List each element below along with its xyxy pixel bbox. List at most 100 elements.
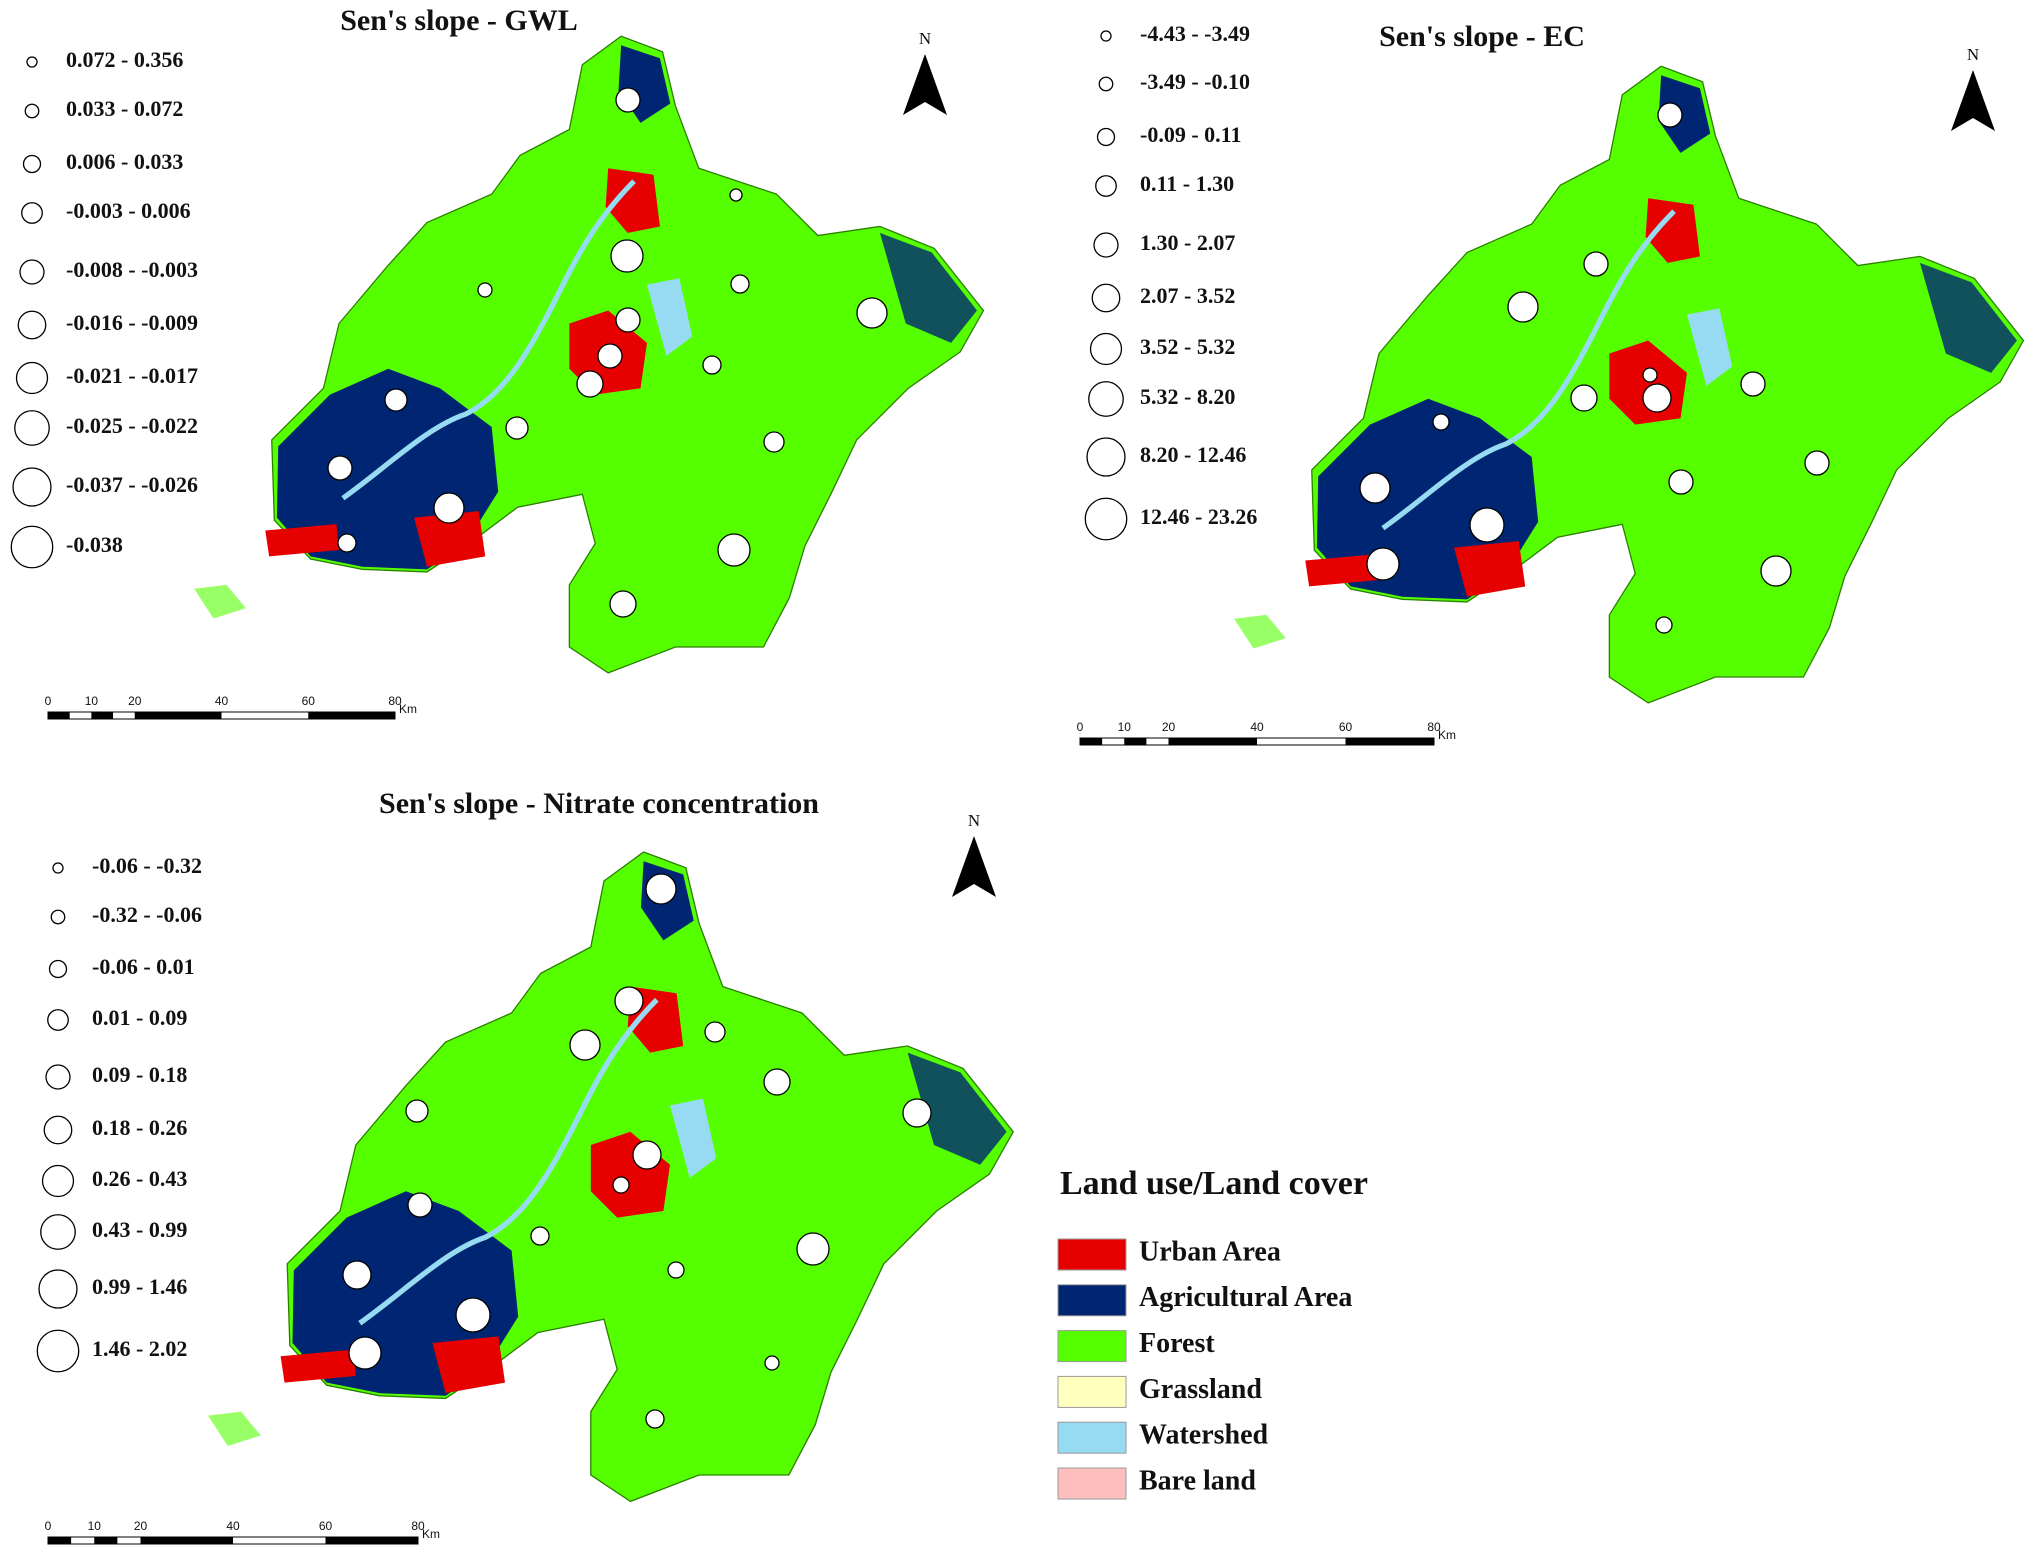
- legend-label: 2.07 - 3.52: [1140, 283, 1235, 308]
- scale-bar-segment: [308, 712, 395, 719]
- legend-symbol: [17, 310, 47, 340]
- land-cover-swatch: [1057, 1330, 1127, 1363]
- legend-symbol: [36, 1329, 80, 1373]
- legend-symbol: [52, 862, 64, 874]
- legend-symbol: [14, 410, 50, 446]
- scale-label: 0: [1077, 720, 1084, 734]
- scale-bar-segment: [140, 1537, 233, 1544]
- legend-label: -0.06 - 0.01: [92, 954, 195, 979]
- legend-symbol: [50, 909, 66, 925]
- map-region: [194, 36, 983, 673]
- legend-symbol: [24, 103, 40, 119]
- land-cover-swatch: [1057, 1421, 1127, 1454]
- land-cover-label: Grassland: [1139, 1374, 1262, 1405]
- legend-symbol: [1086, 437, 1126, 477]
- legend-label: 1.46 - 2.02: [92, 1336, 187, 1361]
- scale-label: 0: [45, 694, 52, 708]
- legend-symbol: [10, 525, 54, 569]
- legend-label: -0.038: [66, 532, 123, 557]
- legend-label: -0.016 - -0.009: [66, 310, 198, 335]
- north-arrow: [903, 54, 947, 115]
- legend-label: 12.46 - 23.26: [1140, 504, 1257, 529]
- scale-bar-segment: [48, 712, 70, 719]
- scale-bar-segment: [1168, 738, 1257, 745]
- legend-label: 0.033 - 0.072: [66, 96, 183, 121]
- legend-label: 0.01 - 0.09: [92, 1005, 187, 1030]
- legend-label: 1.30 - 2.07: [1140, 230, 1235, 255]
- legend-symbol: [21, 202, 43, 224]
- legend-label: 0.18 - 0.26: [92, 1115, 187, 1140]
- scale-bar-segment: [94, 1537, 118, 1544]
- legend-symbol: [1096, 127, 1116, 147]
- scale-label: 80: [411, 1519, 425, 1533]
- legend-symbol: [1100, 30, 1112, 42]
- scale-label: 20: [134, 1519, 148, 1533]
- map-region: [1234, 66, 2023, 703]
- legend-symbol: [1098, 76, 1114, 92]
- map-title: Sen's slope - EC: [1379, 20, 1585, 53]
- legend-label: -0.32 - -0.06: [92, 902, 202, 927]
- legend-label: 0.006 - 0.033: [66, 149, 183, 174]
- map-title: Sen's slope - Nitrate concentration: [379, 787, 819, 820]
- map-title: Sen's slope - GWL: [340, 4, 578, 37]
- legend-label: 5.32 - 8.20: [1140, 384, 1235, 409]
- legend-symbol: [1091, 283, 1121, 313]
- legend-symbol: [47, 1009, 69, 1031]
- scale-label: 60: [319, 1519, 333, 1533]
- scale-bar-segment: [48, 1537, 72, 1544]
- legend-label: 3.52 - 5.32: [1140, 334, 1235, 359]
- scale-unit: Km: [422, 1527, 440, 1541]
- scale-label: 10: [1118, 720, 1132, 734]
- legend-label: -0.003 - 0.006: [66, 198, 191, 223]
- legend-label: -4.43 - -3.49: [1140, 21, 1250, 46]
- land-cover-swatch: [1057, 1467, 1127, 1500]
- north-arrow: [1951, 70, 1995, 131]
- scale-label: 10: [88, 1519, 102, 1533]
- scale-label: 60: [1339, 720, 1353, 734]
- legend-symbol: [19, 259, 45, 285]
- north-label: N: [1967, 45, 1979, 64]
- legend-label: 0.99 - 1.46: [92, 1274, 187, 1299]
- land-cover-swatch: [1057, 1238, 1127, 1271]
- legend-symbol: [26, 56, 38, 68]
- land-cover-label: Bare land: [1139, 1465, 1256, 1496]
- scale-label: 20: [1162, 720, 1176, 734]
- land-cover-swatch: [1057, 1284, 1127, 1317]
- legend-symbol: [1084, 497, 1128, 541]
- scale-bar-segment: [325, 1537, 418, 1544]
- land-cover-label: Urban Area: [1139, 1236, 1281, 1267]
- legend-label: 0.26 - 0.43: [92, 1166, 187, 1191]
- scale-unit: Km: [1438, 728, 1456, 742]
- scale-label: 80: [1427, 720, 1441, 734]
- legend-label: 8.20 - 12.46: [1140, 442, 1246, 467]
- north-label: N: [968, 811, 980, 830]
- scale-bar-segment: [134, 712, 222, 719]
- legend-label: -0.037 - -0.026: [66, 472, 198, 497]
- land-cover-label: Watershed: [1139, 1420, 1269, 1451]
- legend-symbol: [15, 361, 49, 395]
- land-cover-label: Agricultural Area: [1139, 1282, 1352, 1313]
- scale-bar-segment: [1345, 738, 1434, 745]
- legend-symbol: [1095, 175, 1117, 197]
- land-cover-label: Forest: [1139, 1328, 1215, 1359]
- legend-label: 0.11 - 1.30: [1140, 171, 1234, 196]
- legend-symbol: [38, 1269, 78, 1309]
- legend-label: 0.09 - 0.18: [92, 1062, 187, 1087]
- legend-label: -0.021 - -0.017: [66, 363, 198, 388]
- scale-label: 60: [302, 694, 316, 708]
- scale-label: 40: [215, 694, 229, 708]
- scale-label: 80: [388, 694, 402, 708]
- scale-bar-segment: [1124, 738, 1147, 745]
- legend-symbol: [12, 467, 52, 507]
- scale-bar-segment: [1080, 738, 1103, 745]
- land-cover-swatch: [1057, 1375, 1127, 1408]
- legend-label: 0.072 - 0.356: [66, 47, 183, 72]
- scale-label: 40: [226, 1519, 240, 1533]
- legend-symbol: [43, 1115, 73, 1145]
- scale-label: 0: [45, 1519, 52, 1533]
- legend-symbol: [41, 1164, 75, 1198]
- scale-unit: Km: [399, 702, 417, 716]
- legend-symbol: [48, 959, 68, 979]
- scale-label: 40: [1250, 720, 1264, 734]
